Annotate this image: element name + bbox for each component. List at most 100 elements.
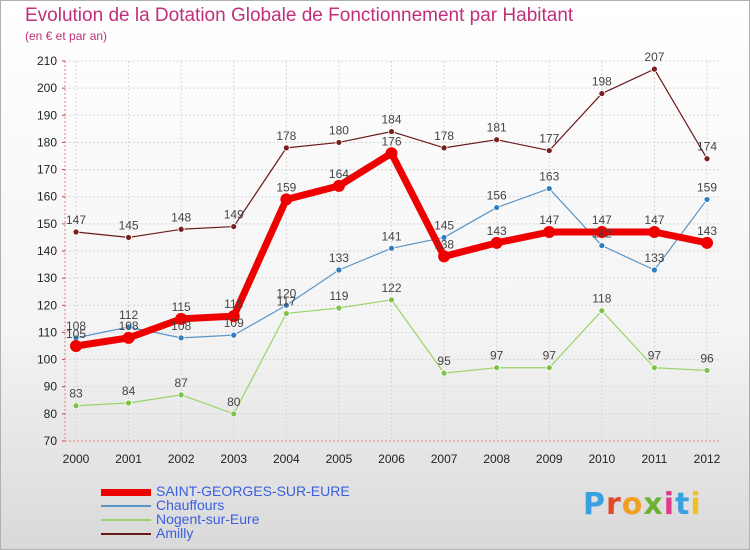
chart-title: Evolution de la Dotation Globale de Fonc…	[25, 5, 574, 26]
logo-letter: i	[690, 487, 702, 522]
data-label: 95	[437, 354, 451, 368]
legend-swatch-amilly	[101, 533, 151, 535]
data-label: 108	[119, 319, 139, 333]
data-label: 149	[224, 208, 244, 222]
data-label: 147	[592, 213, 612, 227]
data-point	[177, 225, 185, 233]
data-point	[125, 323, 132, 331]
data-label: 143	[487, 224, 507, 238]
logo-letter: P	[583, 487, 606, 522]
y-tick-label: 70	[44, 434, 58, 448]
data-label: 80	[227, 395, 241, 409]
y-tick-label: 160	[37, 190, 57, 204]
data-point	[651, 266, 658, 274]
tick-labels: 7080901001101201301401501601701801902002…	[37, 54, 721, 466]
data-point	[335, 304, 343, 312]
y-tick-label: 200	[37, 81, 57, 95]
data-point	[388, 296, 395, 304]
data-label: 133	[329, 251, 349, 265]
y-tick-label: 100	[37, 353, 57, 367]
data-label: 142	[592, 227, 612, 241]
data-label: 97	[490, 349, 504, 363]
y-tick-label: 120	[37, 298, 57, 312]
data-label: 176	[381, 134, 401, 148]
data-point	[335, 266, 343, 274]
legend-swatch-chauffours	[101, 505, 151, 507]
data-label: 115	[172, 300, 191, 314]
data-label: 112	[119, 308, 138, 322]
data-label: 97	[648, 349, 662, 363]
data-point	[438, 250, 451, 263]
x-tick-label: 2005	[326, 452, 353, 466]
data-point	[545, 185, 553, 192]
data-label: 117	[277, 294, 296, 308]
chart-subtitle: (en € et par an)	[25, 29, 108, 43]
y-tick-label: 170	[37, 163, 57, 177]
data-point	[72, 228, 80, 236]
data-label: 177	[539, 132, 559, 146]
data-point	[440, 234, 448, 241]
data-point	[227, 310, 240, 323]
data-point	[493, 364, 501, 372]
data-point	[122, 331, 135, 344]
x-tick-label: 2008	[483, 452, 510, 466]
data-point	[595, 226, 608, 238]
data-point	[230, 223, 238, 230]
data-label: 119	[329, 289, 348, 303]
x-tick-label: 2007	[431, 452, 458, 466]
data-point	[335, 139, 343, 146]
data-label: 147	[539, 213, 559, 227]
data-point	[651, 65, 658, 73]
logo-letter: o	[621, 487, 644, 522]
data-point	[703, 367, 711, 374]
data-label: 96	[700, 351, 714, 365]
data-label: 164	[329, 167, 349, 181]
data-point	[72, 402, 80, 410]
x-tick-label: 2001	[115, 452, 142, 466]
data-label: 159	[697, 180, 717, 194]
data-point	[175, 312, 188, 325]
data-label: 83	[69, 387, 83, 401]
data-point	[493, 136, 501, 144]
x-tick-label: 2002	[168, 452, 195, 466]
data-point	[332, 179, 345, 192]
data-label: 145	[119, 218, 139, 232]
y-tick-label: 130	[37, 271, 57, 285]
y-tick-label: 90	[44, 380, 58, 394]
logo-letter: i	[663, 487, 676, 522]
x-tick-label: 2000	[63, 452, 90, 466]
data-label: 198	[592, 75, 612, 89]
data-label: 122	[381, 281, 401, 295]
data-point	[703, 155, 711, 163]
data-label: 118	[592, 292, 611, 306]
data-point	[125, 399, 132, 407]
data-label: 143	[697, 224, 717, 238]
logo-letter: t	[675, 487, 691, 522]
data-point	[282, 301, 290, 309]
data-point	[598, 242, 606, 249]
data-point	[440, 369, 448, 377]
x-tick-label: 2006	[378, 452, 405, 466]
x-tick-label: 2004	[273, 452, 300, 466]
x-tick-label: 2003	[220, 452, 247, 466]
data-point	[703, 196, 711, 203]
data-label: 174	[697, 140, 717, 154]
data-point	[388, 244, 395, 252]
legend-label-saint-georges: SAINT-GEORGES-SUR-EURE	[156, 483, 350, 499]
series-line-nogent-sur-eure	[75, 299, 708, 415]
data-label: 184	[381, 113, 401, 127]
legend-label-chauffours: Chauffours	[156, 497, 225, 513]
data-point	[388, 128, 395, 135]
data-label: 163	[539, 170, 559, 184]
data-label: 147	[66, 213, 86, 227]
data-point	[177, 334, 185, 342]
data-label: 181	[487, 121, 507, 135]
y-tick-label: 140	[37, 244, 57, 258]
data-point	[282, 310, 290, 317]
data-label: 141	[381, 229, 401, 243]
data-label: 145	[434, 218, 454, 232]
data-point	[598, 90, 606, 97]
data-label: 133	[644, 251, 664, 265]
